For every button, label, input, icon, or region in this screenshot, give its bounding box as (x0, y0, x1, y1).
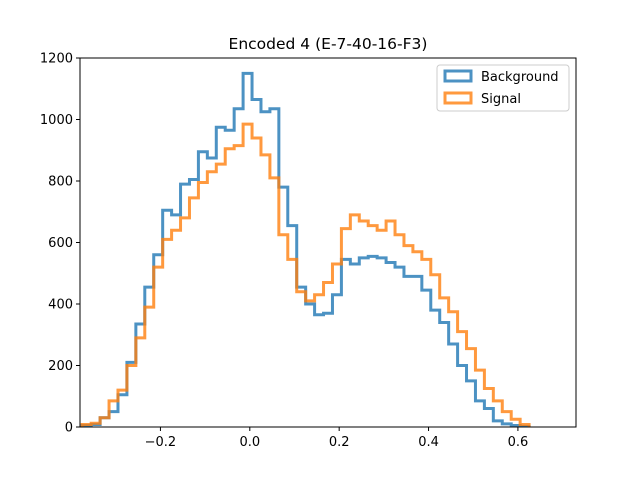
y-tick-label: 400 (48, 298, 73, 313)
legend: Background Signal (436, 64, 570, 112)
y-tick-label: 1200 (40, 52, 73, 67)
x-tick-label: 0.0 (239, 435, 260, 450)
axes-layer: −0.2 0.0 0.2 0.4 0.6 0 200 400 600 800 1000 1200 (40, 52, 577, 450)
series-background-step (80, 71, 531, 427)
x-tick-label: 0.4 (418, 435, 439, 450)
y-tick-label: 200 (48, 359, 73, 374)
x-tick-label: −0.2 (145, 435, 177, 450)
legend-label-signal: Signal (481, 92, 521, 107)
y-tick-label: 600 (48, 236, 73, 251)
legend-label-background: Background (481, 70, 559, 85)
axes-frame (79, 57, 577, 428)
legend-swatch-background (443, 69, 473, 83)
legend-swatch-signal (443, 91, 473, 105)
y-tick-label: 800 (48, 175, 73, 190)
y-tick-label: 0 (65, 421, 73, 436)
y-tick-label: 1000 (40, 113, 73, 128)
chart-title: Encoded 4 (E-7-40-16-F3) (229, 35, 428, 53)
series-signal-step (80, 122, 531, 427)
x-tick-label: 0.6 (508, 435, 529, 450)
series-layer (80, 71, 531, 427)
x-tick-label: 0.2 (329, 435, 350, 450)
